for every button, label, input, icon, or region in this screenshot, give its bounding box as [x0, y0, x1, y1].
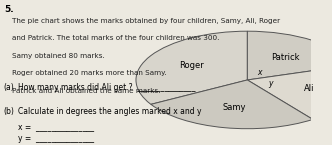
Text: 5.: 5. [4, 6, 14, 14]
Text: Roger obtained 20 marks more than Samy.: Roger obtained 20 marks more than Samy. [12, 70, 167, 76]
Text: How many marks did Ali get ?  _______________: How many marks did Ali get ? ___________… [18, 83, 196, 92]
Text: y =  _______________: y = _______________ [18, 134, 95, 143]
Text: y: y [268, 79, 273, 88]
Text: Ali: Ali [303, 84, 314, 93]
Text: Roger: Roger [179, 61, 204, 70]
Wedge shape [151, 80, 313, 129]
Text: x: x [257, 68, 261, 77]
Text: Patrick: Patrick [271, 53, 299, 62]
Text: Patrick and Ali obtained the same marks.: Patrick and Ali obtained the same marks. [12, 88, 161, 94]
Text: (b): (b) [4, 107, 15, 116]
Text: and Patrick. The total marks of the four children was 300.: and Patrick. The total marks of the four… [12, 35, 219, 41]
Text: (a): (a) [4, 83, 15, 92]
Text: Samy obtained 80 marks.: Samy obtained 80 marks. [12, 53, 105, 59]
Wedge shape [247, 31, 332, 80]
Text: The pie chart shows the marks obtained by four children, Samy, Ali, Roger: The pie chart shows the marks obtained b… [12, 18, 280, 24]
Text: Samy: Samy [222, 103, 246, 112]
Text: Calculate in degrees the angles marked x and y: Calculate in degrees the angles marked x… [18, 107, 202, 116]
Text: x =  _______________: x = _______________ [18, 122, 95, 131]
Wedge shape [136, 31, 247, 104]
Wedge shape [247, 65, 332, 119]
